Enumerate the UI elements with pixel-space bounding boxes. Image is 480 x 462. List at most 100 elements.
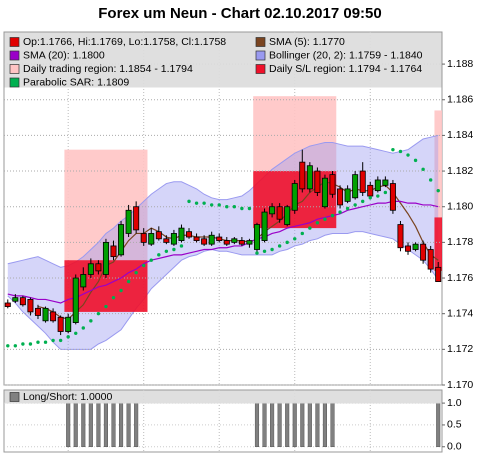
candle-body — [412, 243, 419, 250]
y-tick-label: 1.172 — [447, 343, 473, 355]
legend: Op:1.1766, Hi:1.1769, Lo:1.1758, Cl:1.17… — [4, 32, 442, 88]
sar-dot — [96, 311, 101, 316]
sar-dot — [157, 253, 161, 257]
sar-dot — [187, 199, 191, 204]
sar-dot — [209, 203, 214, 207]
sar-dot — [43, 340, 48, 344]
candle-body — [284, 206, 291, 225]
sar-dot — [293, 237, 297, 241]
legend-swatch — [9, 77, 20, 88]
candle-body — [27, 299, 34, 313]
bar — [111, 402, 116, 448]
bar — [300, 402, 305, 448]
sar-dot — [413, 158, 418, 163]
bar — [119, 402, 124, 448]
bar — [292, 402, 297, 448]
sar-dot — [277, 244, 282, 248]
y-tick-label: 1.174 — [447, 307, 473, 319]
candle-body — [19, 297, 26, 306]
y-tick-label: 1.178 — [447, 236, 473, 248]
sar-dot — [28, 342, 33, 346]
sar-dot — [436, 188, 440, 193]
legend-label: Op:1.1766, Hi:1.1769, Lo:1.1758, Cl:1.17… — [23, 36, 226, 48]
candle-body — [374, 179, 381, 192]
bar — [103, 402, 108, 448]
candle-body — [269, 206, 276, 215]
legend-swatch — [9, 50, 20, 61]
candle-body — [57, 316, 64, 332]
sar-dot — [13, 344, 18, 348]
legend-background — [4, 390, 442, 404]
candle-body — [148, 233, 155, 245]
candle-body — [42, 307, 49, 322]
candle-body — [359, 170, 366, 193]
candle-body — [72, 277, 79, 324]
sar-dot — [232, 205, 237, 209]
y-tick-label: 1.170 — [447, 379, 473, 391]
sar-dot — [308, 226, 312, 230]
candle-body — [321, 177, 328, 208]
legend-label: Long/Short: 1.0000 — [23, 391, 112, 403]
candle-body — [102, 241, 109, 275]
sar-dot — [315, 221, 320, 225]
bar — [96, 402, 101, 448]
sar-dot — [81, 326, 85, 330]
candle-body — [170, 233, 177, 245]
candle-body — [110, 245, 117, 258]
bar — [262, 402, 267, 448]
candle-body — [95, 263, 102, 272]
chart-title: Forex um Neun - Chart 02.10.2017 09:50 — [98, 5, 381, 22]
candle-body — [178, 227, 185, 241]
legend-swatch — [9, 37, 20, 47]
candle-body — [382, 179, 389, 186]
sar-dot — [262, 249, 267, 253]
candle-body — [329, 174, 336, 195]
band-upper — [7, 134, 439, 268]
bar — [330, 402, 335, 448]
sar-dot — [330, 213, 335, 218]
candle-body — [65, 316, 72, 332]
legend-label: SMA (20): 1.1800 — [23, 49, 105, 61]
sar-dot — [104, 304, 108, 309]
sar-dot — [300, 231, 304, 236]
candle-body — [427, 249, 434, 270]
sar-dot — [225, 205, 229, 209]
bar — [436, 402, 441, 448]
legend-swatch — [255, 50, 266, 61]
main-plot — [4, 32, 442, 386]
legend-background — [4, 32, 442, 88]
bar — [73, 402, 78, 448]
candle-body — [80, 274, 87, 288]
candle-body — [344, 188, 351, 202]
y-tick-label: 1.182 — [447, 165, 473, 177]
legend-label: Bollinger (20, 2): 1.1759 - 1.1840 — [269, 49, 423, 61]
line — [7, 200, 439, 304]
sar-dot — [21, 342, 25, 346]
sar-dot — [421, 167, 425, 171]
bar — [88, 402, 93, 448]
sar-dot — [194, 201, 199, 205]
bar — [254, 402, 260, 448]
region — [253, 96, 337, 172]
bar — [81, 402, 86, 448]
candle-body — [314, 170, 321, 193]
legend-swatch — [255, 37, 266, 47]
candle-body — [397, 224, 404, 249]
candle-body — [389, 183, 396, 211]
candle-body — [306, 165, 313, 190]
sar-dot — [406, 153, 410, 157]
sar-dot — [164, 249, 169, 253]
candle-body — [12, 297, 19, 302]
candle-body — [352, 174, 359, 199]
candle-body — [87, 263, 94, 275]
sar-dot — [58, 338, 63, 343]
sar-dot — [217, 203, 221, 207]
y-tick-label: 1.180 — [447, 200, 473, 212]
sar-dot — [368, 196, 372, 200]
candle-body — [208, 234, 215, 245]
candle-body — [405, 245, 412, 252]
candle-body — [50, 311, 57, 322]
bar — [270, 402, 275, 448]
y-tick-label: 1.0 — [447, 397, 462, 409]
